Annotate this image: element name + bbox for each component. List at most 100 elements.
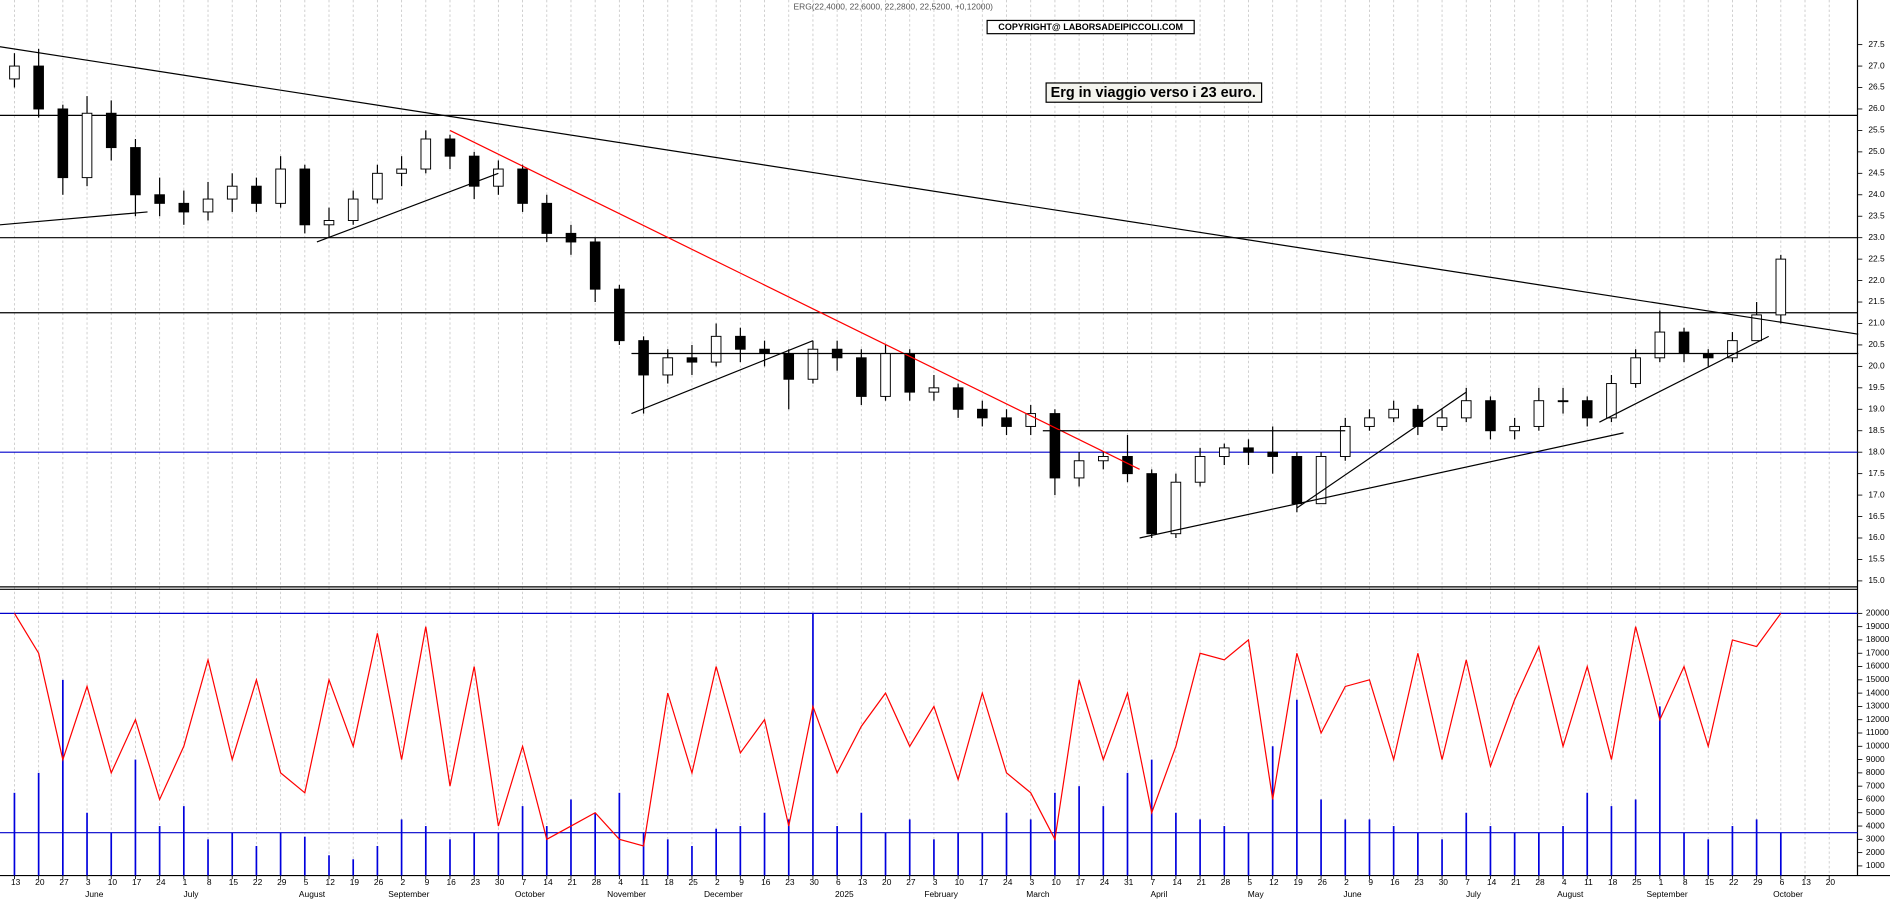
x-tick-label: 15 — [1705, 877, 1715, 887]
y-tick-label: 4000 — [1866, 820, 1885, 830]
candle-body — [202, 198, 214, 213]
candle-body — [130, 147, 141, 196]
y-tick-label: 22.5 — [1868, 253, 1885, 263]
x-tick-label: 30 — [809, 877, 819, 887]
x-tick-label: 27 — [906, 877, 916, 887]
x-tick-label: 15 — [229, 877, 239, 887]
candle-body — [735, 335, 746, 350]
x-tick-label: 21 — [567, 877, 577, 887]
candle-body — [1364, 417, 1375, 427]
x-tick-label: 30 — [495, 877, 505, 887]
month-label: June — [1343, 889, 1362, 899]
candle-body — [1291, 455, 1303, 505]
x-tick-label: 14 — [1487, 877, 1497, 887]
x-tick-label: 30 — [1439, 877, 1449, 887]
y-tick-label: 15.5 — [1868, 554, 1885, 564]
candle-body — [904, 353, 916, 393]
candle-body — [541, 202, 553, 234]
x-tick-label: 25 — [688, 877, 698, 887]
y-tick-label: 12000 — [1866, 714, 1890, 724]
x-tick-label: 7 — [1151, 877, 1156, 887]
x-tick-label: 27 — [59, 877, 69, 887]
month-label: July — [1466, 889, 1482, 899]
y-tick-label: 25.5 — [1868, 125, 1885, 135]
y-tick-label: 1000 — [1866, 860, 1885, 870]
y-tick-label: 15000 — [1866, 674, 1890, 684]
y-tick-label: 20.0 — [1868, 361, 1885, 371]
x-tick-label: 4 — [1562, 877, 1567, 887]
candle-body — [1727, 340, 1738, 359]
candle-body — [1606, 383, 1617, 419]
candle-body — [57, 108, 69, 179]
x-tick-label: 17 — [1076, 877, 1086, 887]
x-tick-label: 21 — [1511, 877, 1521, 887]
y-tick-label: 24.5 — [1868, 168, 1885, 178]
candle-body — [444, 138, 456, 157]
x-tick-label: 13 — [858, 877, 868, 887]
y-tick-label: 19000 — [1866, 621, 1890, 631]
copyright: COPYRIGHT@ LABORSADEIPICCOLI.COM — [998, 22, 1183, 32]
x-tick-label: 18 — [664, 877, 674, 887]
candle-body — [9, 65, 20, 80]
candle-body — [807, 348, 819, 380]
trendline — [449, 129, 1140, 470]
x-tick-label: 21 — [1197, 877, 1207, 887]
x-tick-label: 11 — [640, 877, 649, 887]
candle-body — [226, 185, 238, 200]
x-tick-label: 29 — [1753, 877, 1763, 887]
candle-body — [517, 168, 528, 204]
candle-body — [589, 241, 601, 290]
candle-body — [154, 194, 165, 204]
month-label: August — [1557, 889, 1584, 899]
y-tick-label: 26.0 — [1868, 103, 1885, 113]
x-tick-label: 13 — [11, 877, 21, 887]
y-tick-label: 2000 — [1866, 847, 1885, 857]
x-tick-label: 20 — [1826, 877, 1836, 887]
x-tick-label: 19 — [350, 877, 360, 887]
month-label: July — [184, 889, 200, 899]
x-tick-label: 2 — [715, 877, 720, 887]
x-tick-label: 23 — [785, 877, 795, 887]
x-tick-label: 28 — [1535, 877, 1545, 887]
month-label: April — [1151, 889, 1168, 899]
x-tick-label: 24 — [1100, 877, 1110, 887]
candle-body — [1339, 425, 1351, 457]
y-tick-label: 21.0 — [1868, 318, 1885, 328]
candle-body — [1073, 460, 1085, 479]
x-tick-label: 10 — [108, 877, 118, 887]
x-tick-label: 29 — [277, 877, 287, 887]
candle-body — [1533, 400, 1545, 427]
annotation-box — [1045, 82, 1263, 103]
y-tick-label: 18.5 — [1868, 425, 1885, 435]
candle-body — [1436, 417, 1448, 427]
y-tick-label: 6000 — [1866, 794, 1885, 804]
candle-body — [33, 65, 44, 110]
x-tick-label: 4 — [618, 877, 623, 887]
x-tick-label: 20 — [882, 877, 892, 887]
x-tick-label: 16 — [1390, 877, 1400, 887]
y-tick-label: 17000 — [1866, 647, 1890, 657]
candle-body — [1049, 413, 1061, 479]
month-label: March — [1026, 889, 1050, 899]
candle-body — [759, 348, 770, 354]
candle-body — [1775, 258, 1787, 316]
month-label: August — [299, 889, 326, 899]
candle-body — [1267, 451, 1278, 457]
y-tick-label: 25.0 — [1868, 146, 1885, 156]
y-tick-label: 14000 — [1866, 687, 1890, 697]
x-tick-label: 6 — [1780, 877, 1785, 887]
y-tick-label: 8000 — [1866, 767, 1885, 777]
annotation: Erg in viaggio verso i 23 euro. — [1051, 85, 1256, 101]
x-tick-label: 8 — [1683, 877, 1688, 887]
x-tick-label: 3 — [86, 877, 91, 887]
x-tick-label: 26 — [1318, 877, 1328, 887]
candle-body — [1122, 455, 1133, 475]
x-tick-label: 24 — [156, 877, 166, 887]
y-tick-label: 3000 — [1866, 834, 1885, 844]
candle-body — [977, 408, 988, 419]
x-tick-label: 22 — [1729, 877, 1739, 887]
y-tick-label: 23.5 — [1868, 210, 1885, 220]
candle-body — [1001, 417, 1012, 427]
x-tick-label: 19 — [1293, 877, 1303, 887]
